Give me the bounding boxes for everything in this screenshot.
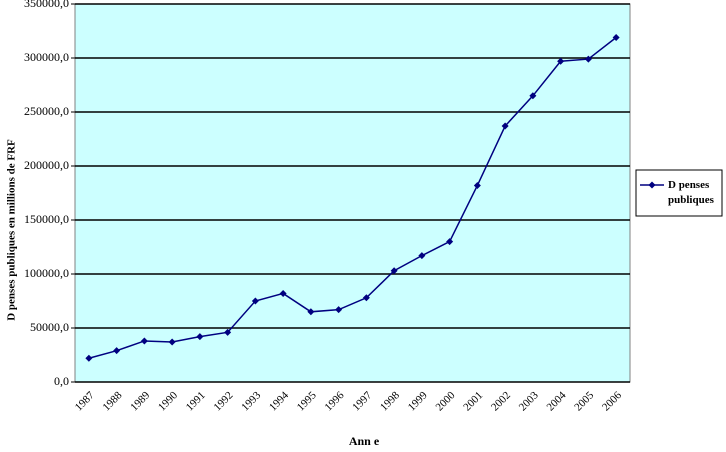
x-tick-label: 1991 xyxy=(184,389,208,413)
data-point xyxy=(446,238,454,246)
data-point xyxy=(418,252,426,260)
x-tick-label: 2001 xyxy=(461,389,485,413)
y-tick-label: 50000,0 xyxy=(30,320,69,334)
y-tick-label: 300000,0 xyxy=(24,50,69,64)
x-tick-label: 1994 xyxy=(267,389,291,413)
data-point xyxy=(584,55,592,63)
data-point xyxy=(140,337,148,345)
y-tick-label: 0,0 xyxy=(54,374,69,388)
x-axis-label: Ann e xyxy=(349,434,380,448)
data-point xyxy=(307,308,315,316)
x-tick-label: 2005 xyxy=(572,389,596,413)
data-point xyxy=(251,297,259,305)
x-tick-label: 1995 xyxy=(295,389,319,413)
data-point xyxy=(279,289,287,297)
x-tick-label: 2004 xyxy=(544,389,568,413)
data-point xyxy=(168,338,176,346)
x-tick-label: 1996 xyxy=(322,389,346,413)
x-tick-label: 2000 xyxy=(433,389,457,413)
data-point xyxy=(362,294,370,302)
legend-label: D penses publiques xyxy=(668,179,715,206)
x-tick-label: 2003 xyxy=(517,389,541,413)
x-tick-label: 1990 xyxy=(156,389,180,413)
data-point xyxy=(224,328,232,336)
data-point xyxy=(501,122,509,130)
y-tick-label: 250000,0 xyxy=(24,104,69,118)
x-tick-label: 2006 xyxy=(600,389,624,413)
data-point xyxy=(196,333,204,341)
x-tick-label: 1997 xyxy=(350,389,374,413)
x-tick-label: 1988 xyxy=(100,389,124,413)
x-tick-label: 1999 xyxy=(406,389,430,413)
data-point xyxy=(612,33,620,41)
x-tick-label: 1993 xyxy=(239,389,263,413)
x-tick-label: 1992 xyxy=(211,389,235,413)
y-tick-label: 350000,0 xyxy=(24,0,69,10)
data-point xyxy=(473,181,481,189)
x-tick-label: 2002 xyxy=(489,389,513,413)
x-tick-label: 1987 xyxy=(73,389,97,413)
legend-marker xyxy=(648,181,656,189)
y-axis-label: D penses publiques en millions de FRF xyxy=(6,139,18,321)
data-point xyxy=(557,57,565,65)
x-tick-label: 1989 xyxy=(128,389,152,413)
x-tick-label: 1998 xyxy=(378,389,402,413)
plot-area xyxy=(74,3,631,383)
data-point xyxy=(390,267,398,275)
data-point xyxy=(85,354,93,362)
data-point xyxy=(529,92,537,100)
y-tick-label: 100000,0 xyxy=(24,266,69,280)
data-line xyxy=(88,36,617,359)
legend-box xyxy=(635,169,723,217)
y-tick-label: 200000,0 xyxy=(24,158,69,172)
data-point xyxy=(335,306,343,314)
y-tick-label: 150000,0 xyxy=(24,212,69,226)
data-point xyxy=(113,347,121,355)
